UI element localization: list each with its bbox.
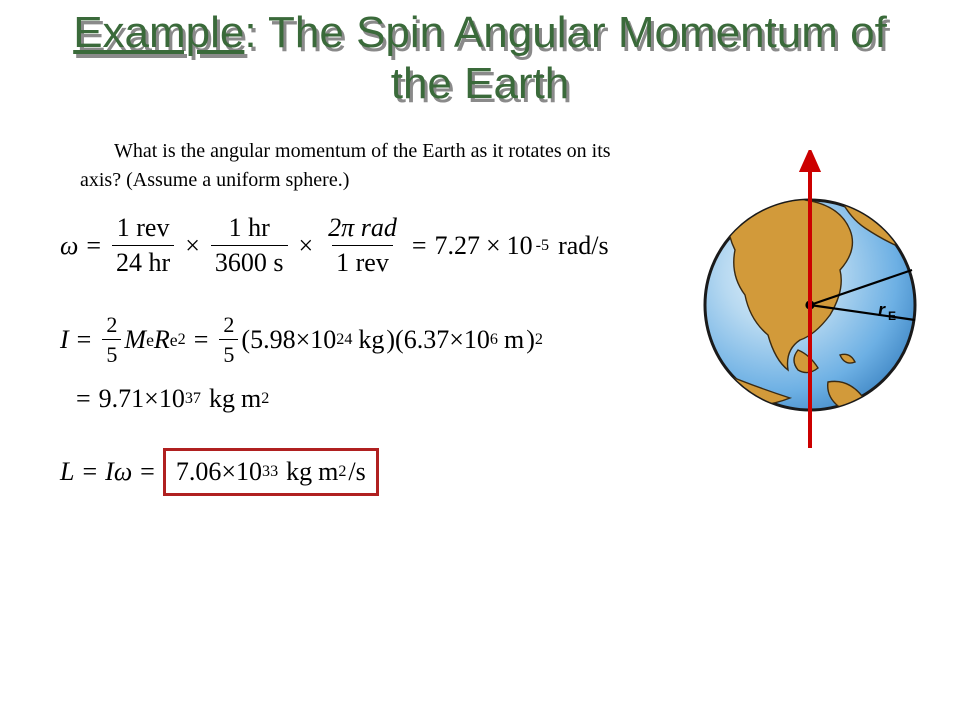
title-main: Example: The Spin Angular Momentum of th… bbox=[40, 8, 920, 109]
slide: Example: The Spin Angular Momentum of th… bbox=[0, 0, 960, 720]
svg-text:E: E bbox=[888, 309, 896, 323]
angular-momentum-equation: L = Iω = 7.06×1033 kg m2 /s bbox=[60, 448, 920, 496]
result-box: 7.06×1033 kg m2 /s bbox=[163, 448, 379, 496]
slide-title: Example: The Spin Angular Momentum of th… bbox=[40, 8, 920, 109]
svg-text:r: r bbox=[878, 300, 886, 320]
earth-illustration: r E bbox=[690, 150, 930, 450]
radius-label: r E bbox=[876, 300, 906, 323]
question-text: What is the angular momentum of the Eart… bbox=[80, 137, 640, 195]
